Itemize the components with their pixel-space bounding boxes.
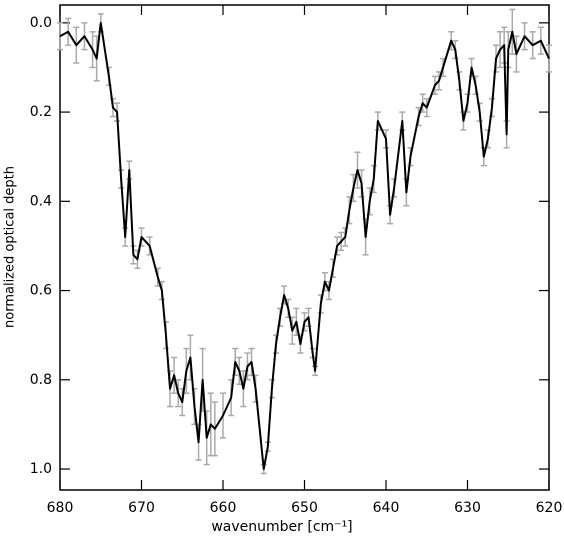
x-tick-label: 680: [47, 500, 74, 516]
y-tick-label: 0.4: [30, 193, 52, 209]
y-tick-label: 0.2: [30, 104, 52, 120]
x-tick-label: 640: [373, 500, 400, 516]
x-tick-label: 660: [210, 500, 237, 516]
y-tick-label: 0.8: [30, 372, 52, 388]
error-bar: [57, 22, 63, 51]
y-tick-label: 0.6: [30, 283, 52, 299]
y-axis-title: normalized optical depth: [3, 166, 18, 328]
x-tick-label: 630: [454, 500, 481, 516]
x-tick-label: 670: [128, 500, 155, 516]
x-tick-label: 650: [291, 500, 318, 516]
data-line: [59, 21, 550, 471]
y-tick-label: 1.0: [30, 461, 52, 477]
x-axis-title: wavenumber [cm⁻¹]: [211, 519, 352, 535]
error-bar: [546, 44, 552, 73]
x-tick-label: 620: [536, 500, 563, 516]
y-tick-label: 0.0: [30, 15, 52, 31]
